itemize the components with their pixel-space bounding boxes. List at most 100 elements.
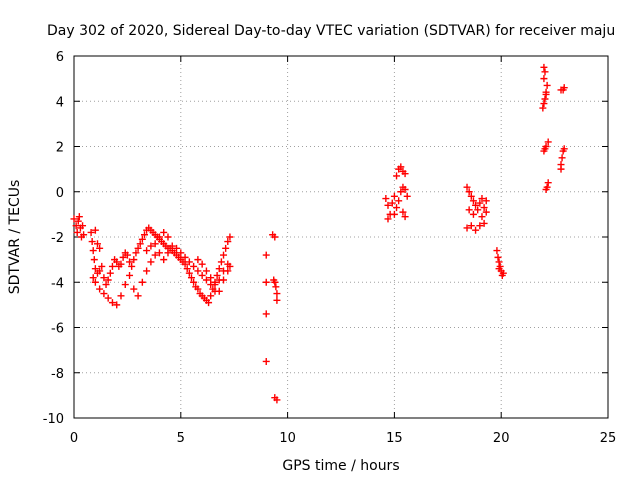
data-point (72, 222, 80, 230)
data-point (205, 299, 213, 307)
data-point (474, 206, 482, 214)
data-point (480, 219, 488, 227)
grid (74, 56, 608, 418)
data-point (401, 185, 409, 193)
data-point (136, 240, 144, 248)
x-tick-label: 0 (70, 431, 78, 446)
data-point (119, 253, 127, 261)
data-point (113, 301, 121, 309)
data-point (91, 226, 99, 234)
data-point (194, 285, 202, 293)
x-tick-label: 10 (279, 431, 296, 446)
y-tick-label: 0 (56, 186, 64, 201)
y-tick-label: -6 (51, 322, 64, 337)
data-point (390, 210, 398, 218)
data-point (113, 258, 121, 266)
data-point (147, 242, 155, 250)
data-point (70, 215, 78, 223)
data-point (540, 75, 548, 83)
data-point (143, 267, 151, 275)
data-point (207, 292, 215, 300)
y-tick-label: 6 (56, 50, 64, 65)
data-point (220, 251, 228, 259)
data-point (542, 90, 550, 98)
data-point (151, 240, 159, 248)
data-point (75, 213, 83, 221)
data-point (465, 206, 473, 214)
data-point (96, 285, 104, 293)
data-point (140, 231, 148, 239)
data-point (541, 95, 549, 103)
data-point (465, 188, 473, 196)
data-point (80, 231, 88, 239)
x-axis-title: GPS time / hours (282, 458, 399, 474)
data-point (463, 183, 471, 191)
data-point (393, 172, 401, 180)
data-point (117, 260, 125, 268)
data-point (273, 296, 281, 304)
data-point (384, 215, 392, 223)
data-point (108, 262, 116, 270)
data-point (198, 271, 206, 279)
data-point (74, 217, 82, 225)
data-point (168, 242, 176, 250)
data-point (495, 265, 503, 273)
data-point (472, 201, 480, 209)
data-point (395, 197, 403, 205)
data-point (388, 199, 396, 207)
data-point (90, 256, 98, 264)
data-point (126, 258, 134, 266)
y-tick-label: -2 (51, 231, 64, 246)
data-point (399, 208, 407, 216)
data-point (478, 195, 486, 203)
data-point (155, 249, 163, 257)
data-point (155, 233, 163, 241)
data-point (469, 197, 477, 205)
data-point (262, 310, 270, 318)
data-point (194, 256, 202, 264)
data-point (480, 204, 488, 212)
data-point (198, 260, 206, 268)
data-point (134, 292, 142, 300)
data-point (128, 262, 136, 270)
data-point (106, 269, 114, 277)
data-point (88, 238, 96, 246)
data-point (100, 274, 108, 282)
data-point (482, 208, 490, 216)
data-point (213, 271, 221, 279)
data-point (79, 222, 87, 230)
data-point (173, 244, 181, 252)
data-point (222, 244, 230, 252)
data-point (493, 247, 501, 255)
data-point (108, 299, 116, 307)
data-point (104, 294, 112, 302)
data-point (151, 251, 159, 259)
data-points (70, 63, 568, 404)
data-point (560, 145, 568, 153)
data-point (273, 396, 281, 404)
data-point (544, 179, 552, 187)
data-point (134, 244, 142, 252)
axis-ticks: 0 5 10 15 20 25 -10 -8 -6 -4 -2 0 2 4 6 (43, 50, 617, 446)
data-point (393, 204, 401, 212)
data-point (181, 260, 189, 268)
data-point (185, 269, 193, 277)
y-tick-label: -8 (51, 367, 64, 382)
data-point (403, 192, 411, 200)
data-point (382, 195, 390, 203)
data-point (557, 165, 565, 173)
data-point (123, 251, 131, 259)
data-point (541, 145, 549, 153)
data-point (98, 262, 106, 270)
data-point (160, 256, 168, 264)
data-point (401, 170, 409, 178)
data-point (194, 267, 202, 275)
data-point (73, 228, 81, 236)
x-tick-label: 20 (493, 431, 510, 446)
data-point (543, 183, 551, 191)
data-point (215, 287, 223, 295)
data-point (558, 154, 566, 162)
x-tick-label: 15 (386, 431, 403, 446)
data-point (224, 267, 232, 275)
